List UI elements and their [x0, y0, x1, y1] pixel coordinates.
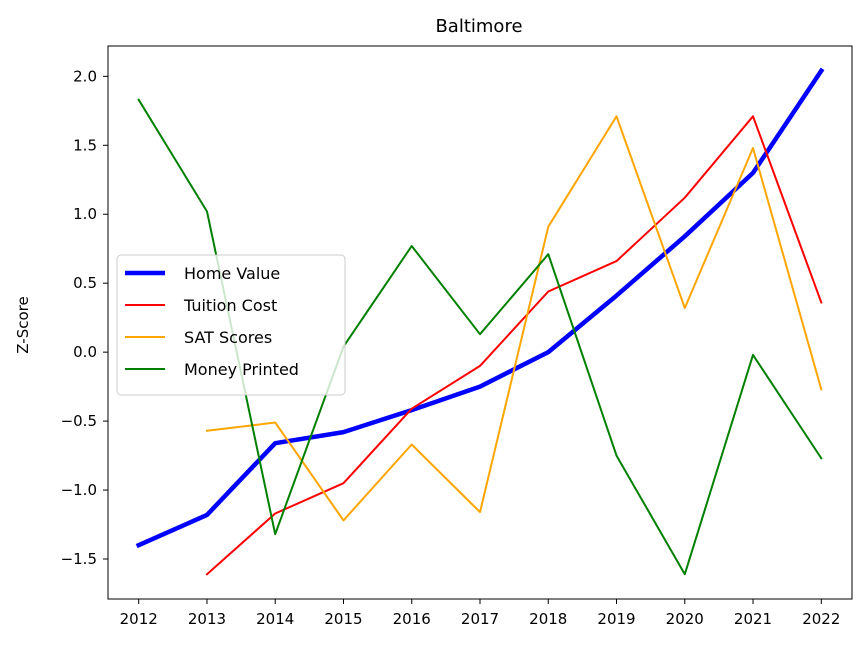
x-tick-label: 2021	[734, 610, 772, 628]
y-tick-label: 1.0	[73, 205, 97, 223]
y-tick-label: 0.0	[73, 343, 97, 361]
series-lines	[135, 67, 825, 576]
series-line-tuition-cost	[205, 115, 823, 576]
legend-label: Home Value	[184, 264, 280, 283]
legend-label: SAT Scores	[184, 328, 272, 347]
y-axis-label: Z-Score	[14, 296, 32, 353]
legend: Home Value Tuition Cost SAT Scores Money Pr…	[116, 254, 346, 396]
y-tick-label: 0.5	[73, 274, 97, 292]
x-tick-label: 2017	[461, 610, 499, 628]
series-line-money-printed	[137, 98, 823, 576]
legend-box	[116, 254, 346, 396]
x-tick-label: 2015	[324, 610, 362, 628]
x-tick-label: 2012	[120, 610, 158, 628]
series-line-sat-scores	[205, 115, 823, 522]
legend-label: Money Printed	[184, 360, 299, 379]
axis-ticks: 2012 2013 2014 2015 2016 2017 2018 2019 2020 2021…	[61, 67, 841, 628]
chart-title: Baltimore	[435, 16, 522, 37]
legend-label: Tuition Cost	[183, 296, 277, 315]
y-tick-label: 2.0	[73, 67, 97, 85]
y-tick-label: −1.5	[61, 550, 97, 568]
x-tick-label: 2014	[256, 610, 294, 628]
x-tick-label: 2022	[802, 610, 840, 628]
series-line-home-value	[135, 67, 825, 549]
y-tick-label: 1.5	[73, 136, 97, 154]
x-tick-label: 2020	[666, 610, 704, 628]
y-tick-label: −0.5	[61, 412, 97, 430]
y-tick-label: −1.0	[61, 481, 97, 499]
x-tick-label: 2019	[597, 610, 635, 628]
x-tick-label: 2016	[393, 610, 431, 628]
x-tick-label: 2018	[529, 610, 567, 628]
plot-frame	[107, 45, 853, 600]
x-tick-label: 2013	[188, 610, 226, 628]
